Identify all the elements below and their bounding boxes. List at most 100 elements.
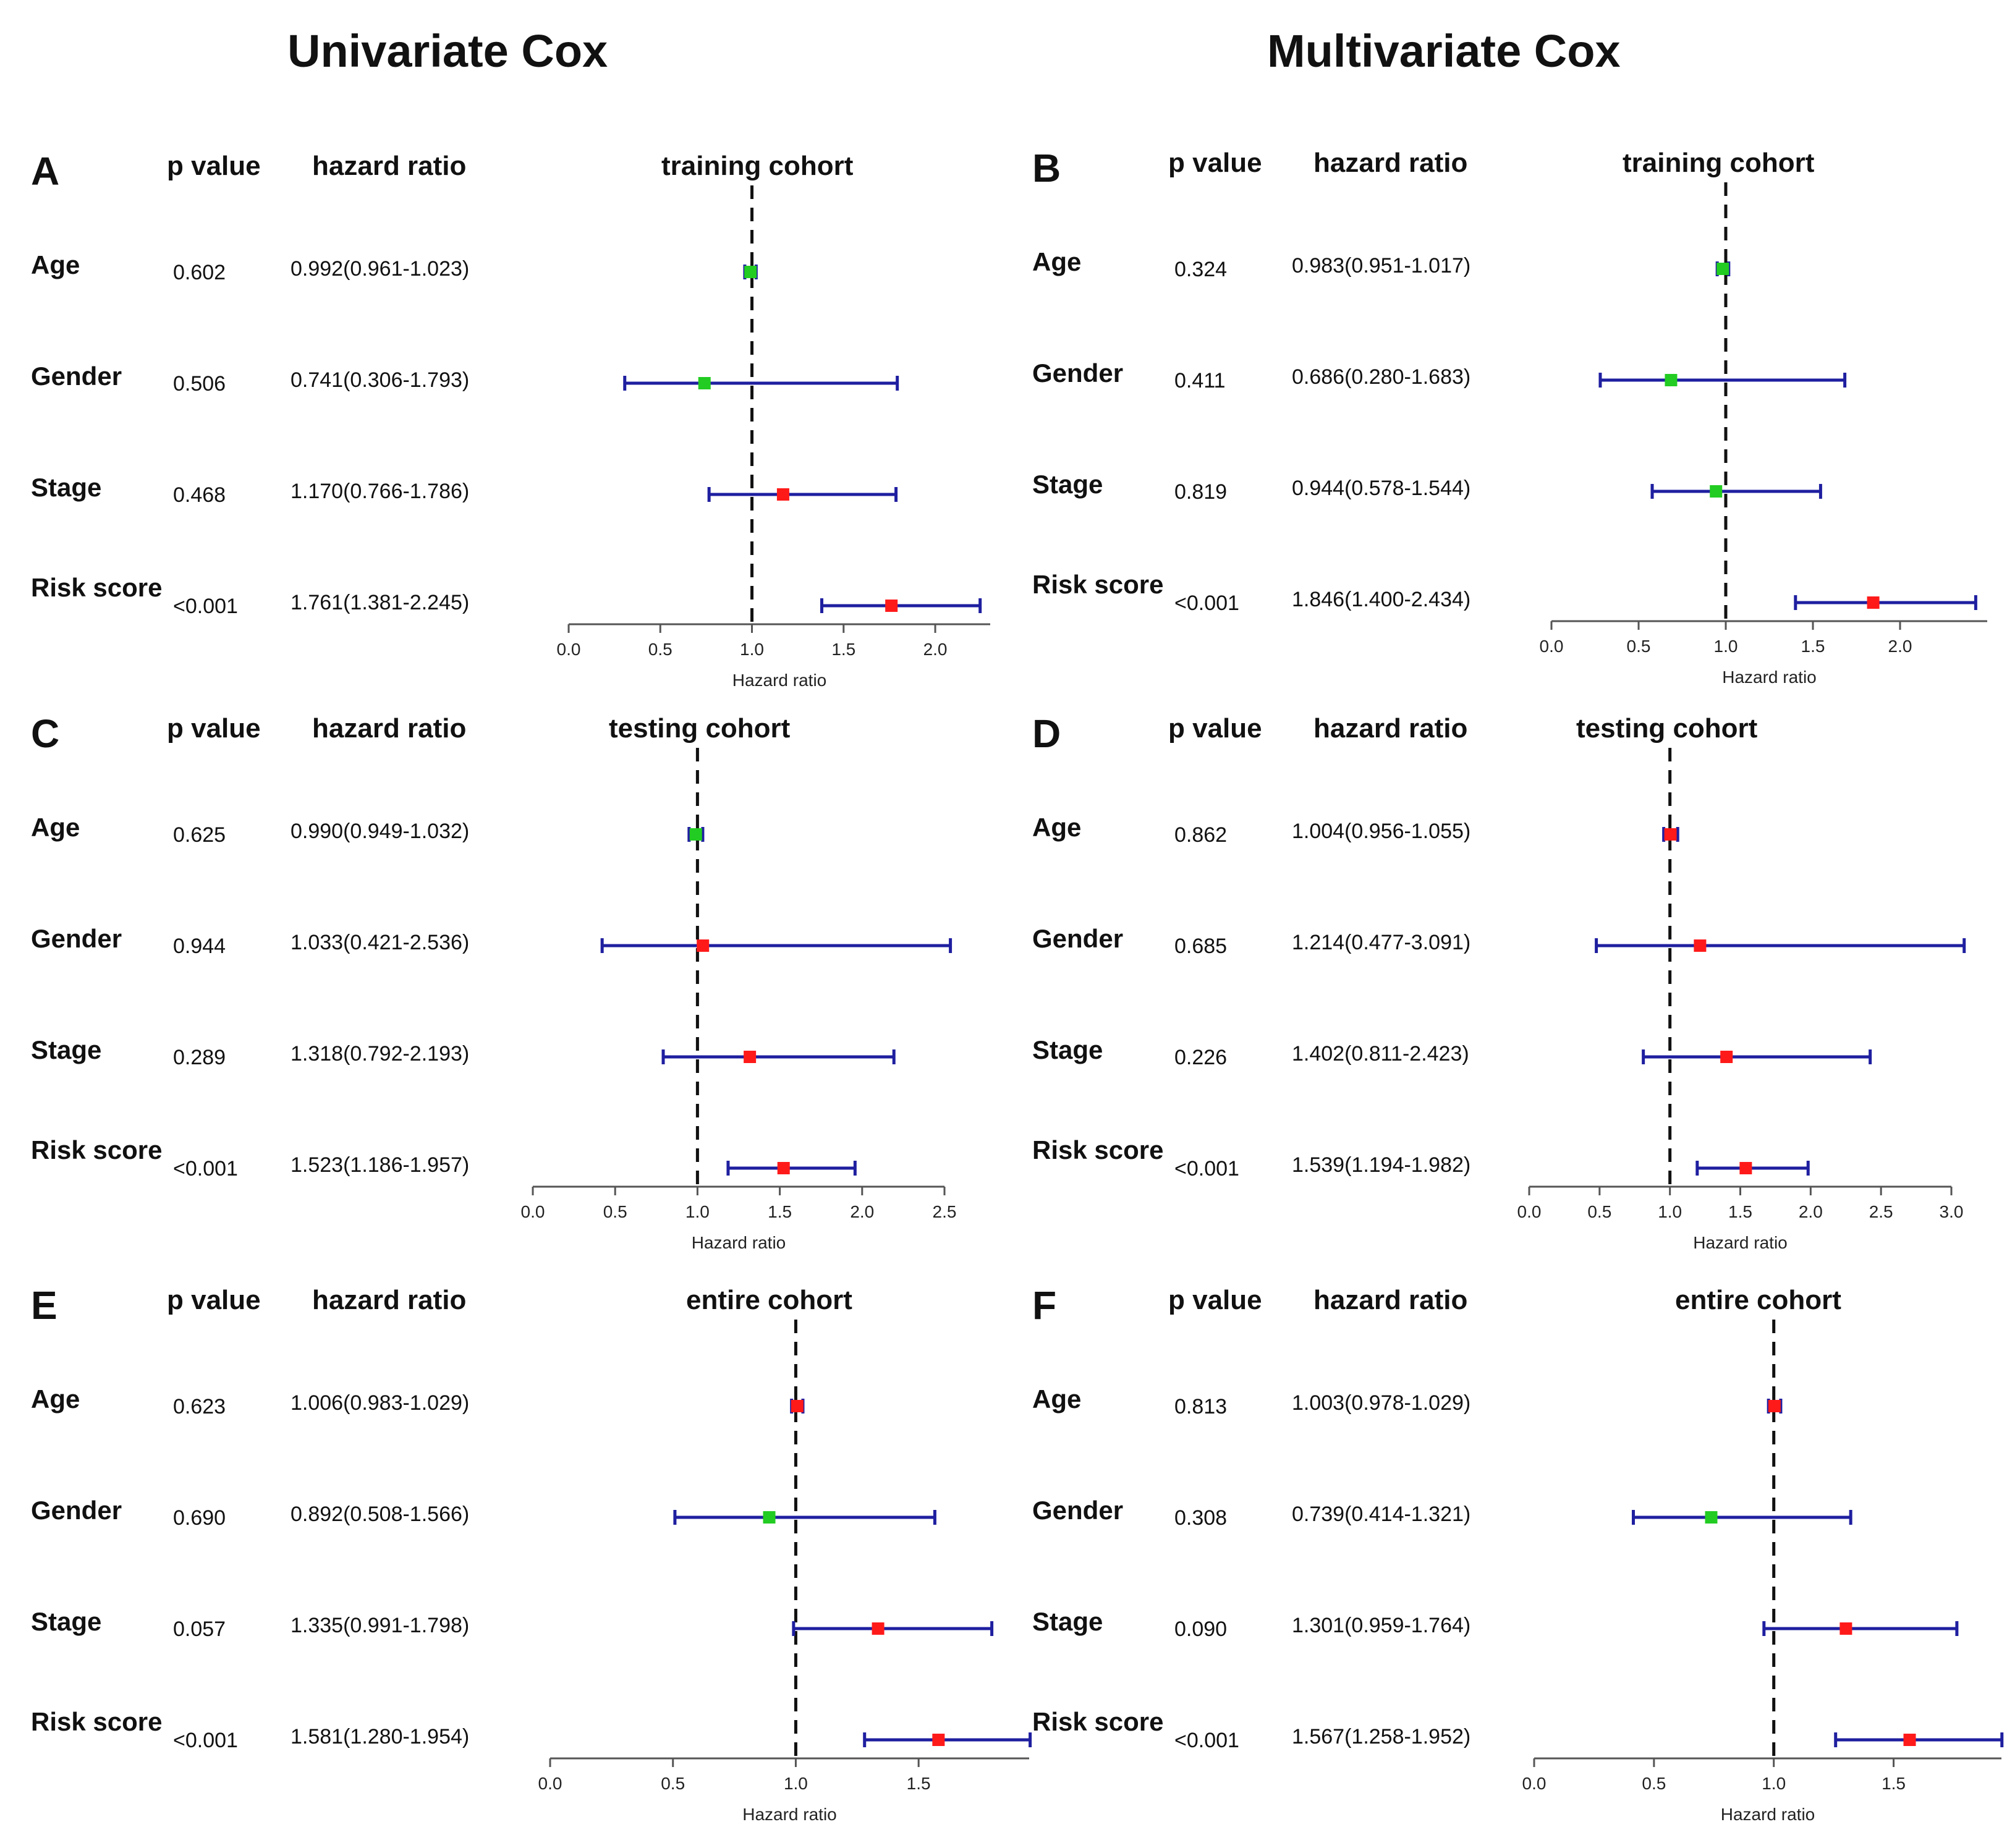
cohort-title: training cohort bbox=[661, 151, 854, 181]
ci-row bbox=[1715, 261, 1731, 276]
p-value-cell: 0.685 bbox=[1174, 935, 1228, 958]
x-tick-label: 2.5 bbox=[933, 1202, 957, 1221]
p-value-cell: 0.090 bbox=[1174, 1617, 1228, 1641]
hazard-ratio-point bbox=[1768, 1400, 1781, 1412]
forest-plot: 0.0 0.5 1.0 1.5 2.0 2.5 3.0 Hazard ratio bbox=[1517, 748, 1966, 1252]
x-axis-label: Hazard ratio bbox=[692, 1233, 786, 1252]
univariate-title: Univariate Cox bbox=[287, 25, 608, 77]
row-label: Gender bbox=[1032, 924, 1124, 953]
p-value-cell: 0.057 bbox=[173, 1617, 226, 1641]
row-label: Risk score bbox=[31, 570, 162, 606]
x-tick-label: 0.5 bbox=[661, 1774, 685, 1793]
hazard-ratio-cell: 0.741(0.306-1.793) bbox=[291, 368, 470, 392]
row-label: Gender bbox=[31, 924, 122, 953]
hazard-ratio-header: hazard ratio bbox=[1313, 148, 1468, 178]
hazard-ratio-point bbox=[1903, 1734, 1916, 1746]
x-tick-label: 2.0 bbox=[923, 640, 948, 659]
p-value-cell: 0.819 bbox=[1174, 480, 1228, 504]
ci-row bbox=[743, 265, 758, 279]
row-label: Risk score bbox=[31, 1132, 162, 1168]
x-tick-label: 0.0 bbox=[557, 640, 581, 659]
ci-row bbox=[1762, 1621, 1959, 1636]
x-tick-label: 1.0 bbox=[1762, 1774, 1786, 1793]
p-value-cell: 0.411 bbox=[1174, 369, 1226, 392]
x-tick-label: 1.5 bbox=[1882, 1774, 1906, 1793]
p-value-cell: <0.001 bbox=[173, 595, 238, 618]
x-tick-label: 1.0 bbox=[784, 1774, 808, 1793]
x-tick-label: 0.5 bbox=[1587, 1202, 1611, 1221]
x-tick-label: 1.0 bbox=[685, 1202, 710, 1221]
x-tick-label: 1.5 bbox=[1728, 1202, 1752, 1221]
p-value-cell: <0.001 bbox=[1174, 1729, 1239, 1752]
hazard-ratio-point bbox=[791, 1400, 804, 1412]
hazard-ratio-cell: 1.214(0.477-3.091) bbox=[1292, 931, 1471, 954]
row-label: Stage bbox=[31, 1607, 102, 1636]
panel-label: D bbox=[1032, 711, 1061, 756]
p-value-header: p value bbox=[167, 1285, 261, 1315]
row-label: Gender bbox=[31, 1496, 122, 1525]
hazard-ratio-cell: 0.990(0.949-1.032) bbox=[291, 820, 470, 843]
hazard-ratio-point bbox=[763, 1511, 776, 1524]
x-tick-label: 2.0 bbox=[1799, 1202, 1823, 1221]
x-tick-label: 1.0 bbox=[1658, 1202, 1682, 1221]
hazard-ratio-point bbox=[697, 939, 710, 952]
row-label: Stage bbox=[1032, 1607, 1103, 1636]
panel-label: C bbox=[31, 711, 60, 756]
hazard-ratio-point bbox=[872, 1622, 885, 1635]
x-tick-label: 0.0 bbox=[538, 1774, 562, 1793]
hazard-ratio-cell: 0.992(0.961-1.023) bbox=[291, 257, 470, 281]
p-value-cell: 0.690 bbox=[173, 1506, 226, 1530]
p-value-cell: 0.308 bbox=[1174, 1506, 1228, 1530]
hazard-ratio-header: hazard ratio bbox=[1313, 1285, 1468, 1315]
row-label: Risk score bbox=[1032, 1704, 1163, 1740]
p-value-cell: 0.813 bbox=[1174, 1395, 1228, 1418]
forest-plot: 0.0 0.5 1.0 1.5 2.0 Hazard ratio bbox=[557, 185, 990, 690]
row-label-line: Risk score bbox=[31, 573, 163, 602]
x-tick-label: 0.5 bbox=[648, 640, 673, 659]
panel-label: E bbox=[31, 1283, 57, 1328]
x-axis-label: Hazard ratio bbox=[1722, 668, 1817, 687]
ci-row bbox=[707, 487, 898, 502]
panel-label: B bbox=[1032, 146, 1061, 190]
p-value-cell: <0.001 bbox=[1174, 591, 1239, 615]
forest-plot: 0.0 0.5 1.0 1.5 2.0 2.5 Hazard ratio bbox=[521, 748, 957, 1252]
row-label: Risk score bbox=[1032, 567, 1163, 603]
row-label-line: Risk score bbox=[1032, 1707, 1164, 1736]
row-label-line: Risk score bbox=[31, 1707, 163, 1736]
x-tick-label: 0.5 bbox=[603, 1202, 627, 1221]
p-value-cell: 0.289 bbox=[173, 1046, 226, 1069]
hazard-ratio-cell: 1.006(0.983-1.029) bbox=[291, 1391, 470, 1415]
x-axis-label: Hazard ratio bbox=[1693, 1233, 1788, 1252]
ci-row bbox=[1834, 1732, 2004, 1747]
p-value-cell: 0.623 bbox=[173, 1395, 226, 1418]
p-value-header: p value bbox=[167, 713, 261, 744]
hazard-ratio-cell: 0.944(0.578-1.544) bbox=[1292, 477, 1471, 500]
p-value-cell: 0.602 bbox=[173, 261, 226, 284]
hazard-ratio-header: hazard ratio bbox=[1313, 713, 1468, 744]
p-value-cell: 0.625 bbox=[173, 823, 226, 847]
hazard-ratio-cell: 1.004(0.956-1.055) bbox=[1292, 820, 1471, 843]
hazard-ratio-header: hazard ratio bbox=[312, 713, 467, 744]
cohort-title: testing cohort bbox=[1576, 713, 1758, 744]
row-label-line: Risk score bbox=[31, 1135, 163, 1164]
x-tick-label: 1.5 bbox=[907, 1774, 931, 1793]
cohort-title: testing cohort bbox=[609, 713, 791, 744]
row-label: Risk score bbox=[1032, 1132, 1163, 1168]
hazard-ratio-point bbox=[932, 1734, 945, 1746]
x-tick-label: 1.0 bbox=[1714, 637, 1738, 656]
hazard-ratio-point bbox=[1665, 374, 1678, 386]
p-value-cell: 0.468 bbox=[173, 483, 226, 507]
x-tick-label: 1.5 bbox=[1801, 637, 1825, 656]
cohort-title: entire cohort bbox=[1675, 1285, 1841, 1315]
hazard-ratio-point bbox=[777, 1162, 790, 1174]
p-value-cell: <0.001 bbox=[1174, 1157, 1239, 1180]
hazard-ratio-point bbox=[1664, 828, 1677, 841]
row-label-line: Risk score bbox=[1032, 570, 1164, 599]
cohort-title: entire cohort bbox=[686, 1285, 852, 1315]
row-label: Gender bbox=[31, 362, 122, 391]
